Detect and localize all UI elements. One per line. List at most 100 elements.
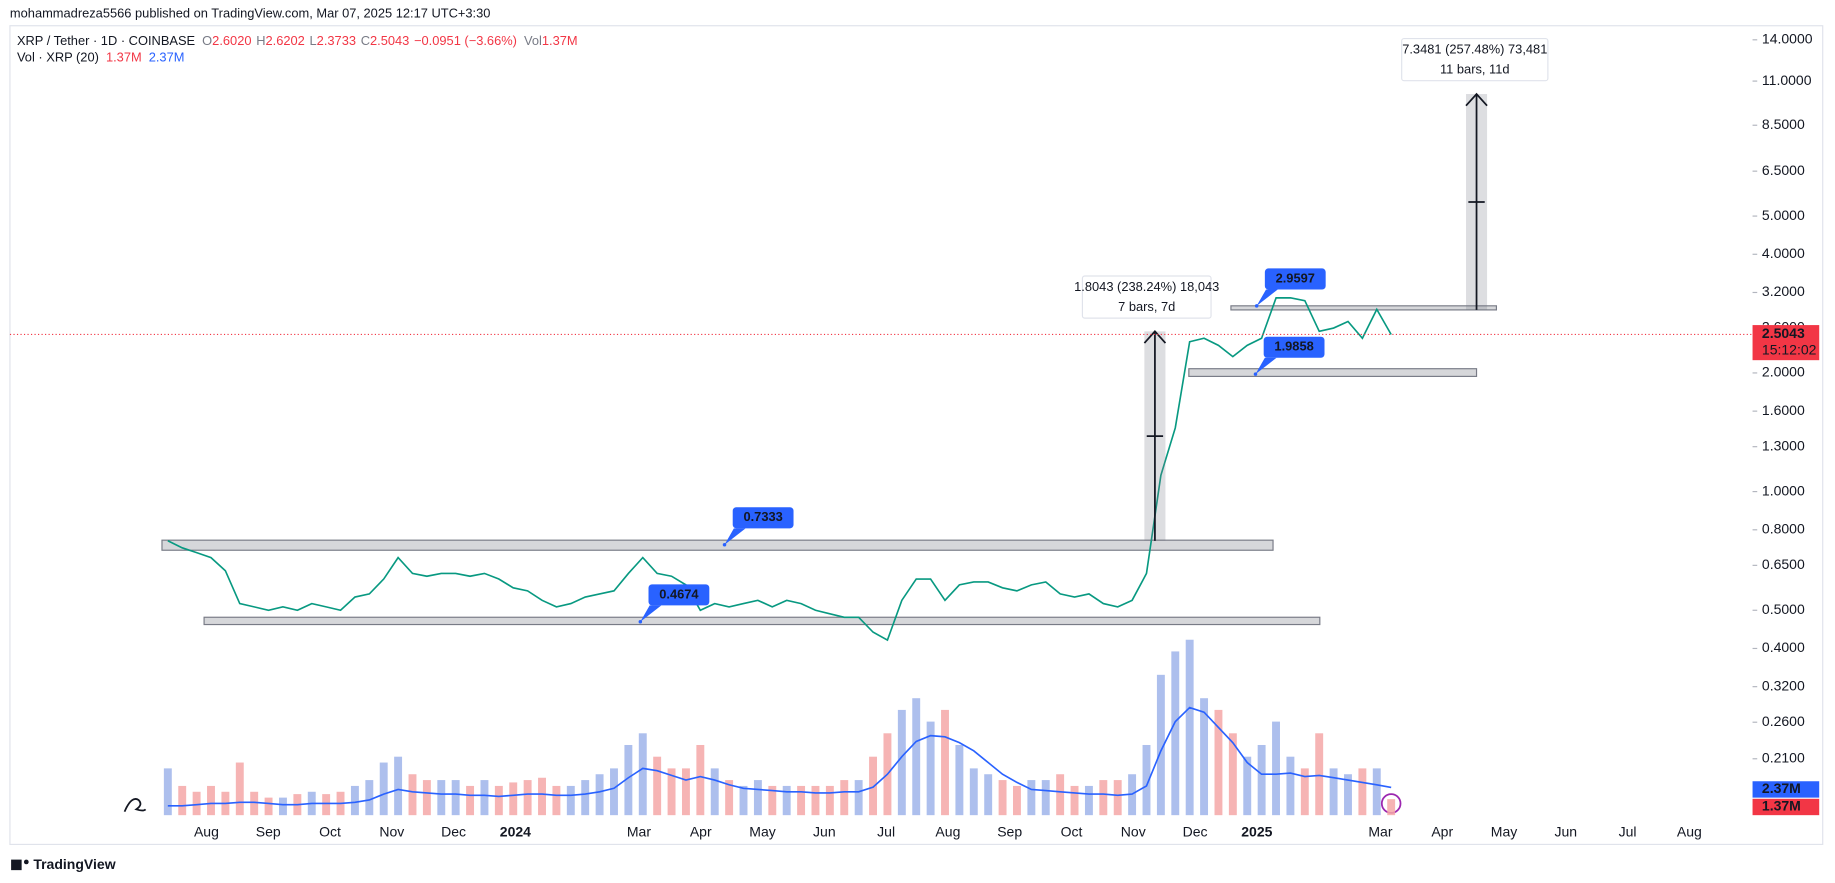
volume-bar (753, 780, 762, 816)
volume-bar (624, 744, 633, 816)
volume-bar (365, 780, 374, 816)
y-tick-label: 6.5000 (1762, 162, 1805, 178)
volume-bar (912, 698, 921, 816)
x-tick-label: Apr (1431, 823, 1453, 839)
volume-bar (1156, 674, 1165, 816)
callout-label: 0.4674 (659, 586, 699, 601)
x-tick-label: Jun (813, 823, 836, 839)
volume-bar (1387, 799, 1396, 816)
y-tick-label: 11.0000 (1762, 72, 1812, 88)
zone (1188, 368, 1478, 377)
volume-bar (1185, 639, 1194, 816)
volume-bar (638, 733, 647, 816)
volume-bar (1041, 780, 1050, 816)
volume-bar (451, 780, 460, 816)
volume-bar (1300, 768, 1309, 816)
callout-tail (1256, 289, 1278, 306)
volume-bar (322, 794, 331, 816)
volume-bar (509, 782, 518, 816)
footer: TradingView (33, 856, 115, 872)
volume-bar (696, 744, 705, 816)
volume-bar (969, 768, 978, 816)
x-tick-label: Nov (379, 823, 404, 839)
volume-bar (1113, 780, 1122, 816)
callout-box (1264, 268, 1326, 290)
measure-bars: 11 bars, 11d (1440, 62, 1510, 77)
price-line (167, 297, 1392, 642)
volume-bar (941, 709, 949, 816)
volume-bar (437, 780, 446, 816)
volume-bar (581, 780, 590, 816)
y-tick-label: 0.4000 (1762, 639, 1805, 655)
volume-bar (1142, 744, 1151, 816)
volume-bar (466, 785, 475, 816)
y-tick-label: 0.2600 (1762, 713, 1805, 729)
countdown: 15:12:02 (1762, 342, 1817, 358)
volume-bar (825, 785, 834, 816)
x-tick-label: Dec (1183, 823, 1208, 839)
x-tick-label: Jul (877, 823, 895, 839)
y-tick-label: 2.0000 (1762, 364, 1805, 380)
volume-bar (1214, 709, 1223, 816)
volume-bar (566, 785, 575, 816)
volume-bar (869, 756, 878, 816)
volume-bar (1013, 785, 1021, 816)
volume-bar (653, 756, 662, 816)
callout-tail (724, 528, 746, 545)
volume-bar (379, 762, 388, 816)
volume-bar (1200, 698, 1209, 816)
x-tick-label: Jul (1619, 823, 1637, 839)
arrow-head (1465, 92, 1488, 107)
volume-bar (1070, 785, 1079, 816)
publisher: mohammadreza5566 published on TradingVie… (10, 5, 491, 20)
y-tick-label: 0.8000 (1762, 521, 1805, 537)
volume-bar (782, 785, 791, 816)
volume-bar (1257, 744, 1266, 816)
x-tick-label: Sep (997, 823, 1022, 839)
x-tick-label: May (749, 823, 775, 839)
x-tick-label: Oct (1061, 823, 1083, 839)
x-tick-label: Dec (441, 823, 466, 839)
volume-bar (279, 797, 287, 816)
volume-bar (552, 785, 561, 816)
volume-bar (250, 791, 259, 816)
x-tick-label: Aug (194, 823, 219, 839)
volume-bar (1099, 780, 1108, 816)
volume-ma (167, 706, 1392, 807)
x-tick-label: May (1491, 823, 1517, 839)
volume-bar (595, 774, 604, 816)
volume-bar (1243, 756, 1252, 816)
volume-bar (207, 785, 215, 816)
volume-bar (768, 785, 777, 816)
volume-bar (1315, 733, 1324, 816)
volume-bar (681, 768, 690, 816)
volume-bar (955, 744, 964, 816)
volume-bar (797, 785, 806, 816)
y-tick-label: 0.2100 (1762, 749, 1805, 765)
volume-bar (1228, 733, 1237, 816)
frame (9, 25, 1824, 845)
x-tick-label: Nov (1121, 823, 1146, 839)
volume-bar (840, 780, 849, 816)
volume-label-box (1752, 781, 1820, 798)
volume-bar (1084, 785, 1093, 816)
price-label: 2.5043 (1762, 325, 1805, 341)
y-tick-label: 1.3000 (1762, 437, 1805, 453)
measure-box (1081, 275, 1212, 319)
volume-bar (1056, 774, 1065, 816)
measure-bars: 7 bars, 7d (1118, 299, 1175, 314)
volume-bar (854, 780, 863, 816)
volume-bar (178, 785, 187, 816)
measure-label: 7.3481 (257.48%) 73,481 (1402, 42, 1547, 57)
y-tick-label: 0.3200 (1762, 677, 1805, 693)
y-tick-label: 1.0000 (1762, 482, 1805, 498)
x-tick-label: Oct (319, 823, 341, 839)
volume-bar (610, 768, 618, 816)
volume-bar (1344, 774, 1352, 816)
arrow-head (1143, 330, 1167, 344)
volume-bar (163, 768, 172, 816)
x-tick-label: Aug (935, 823, 960, 839)
x-tick-label: Sep (256, 823, 281, 839)
legend: XRP / Tether · 1D · COINBASE O2.6020 H2.62… (17, 33, 578, 48)
logo: TradingView (11, 856, 116, 872)
